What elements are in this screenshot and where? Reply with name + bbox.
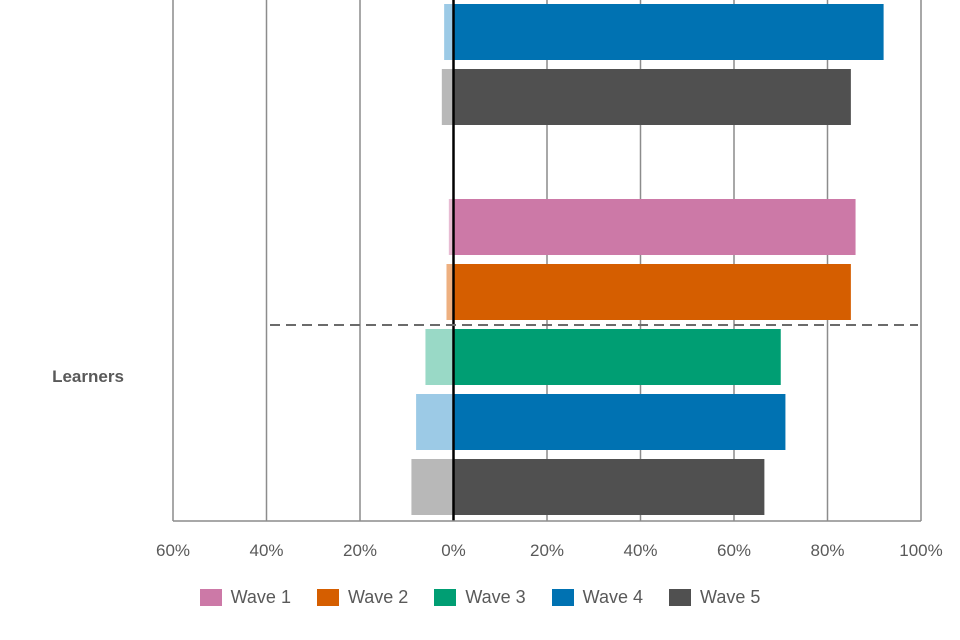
legend-swatch xyxy=(551,588,574,606)
legend-swatch xyxy=(199,588,222,606)
legend-label: Wave 4 xyxy=(582,586,644,607)
category-label-learners: Learners xyxy=(52,367,124,386)
legend-item: Wave 4 xyxy=(551,586,644,608)
x-tick-label: 40% xyxy=(623,541,657,560)
legend-label: Wave 5 xyxy=(700,586,761,607)
bar-positive xyxy=(453,69,851,125)
legend-item: Wave 3 xyxy=(434,586,526,608)
x-tick-label: 40% xyxy=(249,541,283,560)
legend: Wave 1 Wave 2 Wave 3 Wave 4 Wave 5 xyxy=(0,580,960,614)
diverging-bar-chart: 60% 40% 20% 0% 20% 40% 60% 80% 100% Learners xyxy=(52,0,943,560)
bar-positive xyxy=(453,199,856,255)
bar-negative xyxy=(425,329,454,385)
legend-label: Wave 3 xyxy=(465,586,526,607)
bars xyxy=(411,4,884,515)
bar-negative xyxy=(416,394,454,450)
x-tick-label: 20% xyxy=(343,541,377,560)
bar-negative xyxy=(446,264,454,320)
x-tick-label: 100% xyxy=(899,541,942,560)
legend-item: Wave 1 xyxy=(199,586,291,608)
legend-label: Wave 1 xyxy=(230,586,291,607)
bar-positive xyxy=(453,394,786,450)
bar-negative xyxy=(448,199,454,255)
bar-positive xyxy=(453,264,851,320)
bar-negative xyxy=(441,69,454,125)
x-tick-label: 80% xyxy=(810,541,844,560)
legend-swatch xyxy=(669,588,692,606)
bar-positive xyxy=(453,4,884,60)
bar-positive xyxy=(453,329,781,385)
x-tick-label: 0% xyxy=(441,541,466,560)
legend-item: Wave 2 xyxy=(316,586,409,608)
x-tick-label: 60% xyxy=(717,541,751,560)
legend-label: Wave 2 xyxy=(347,586,409,607)
legend-swatch xyxy=(434,588,457,606)
x-tick-label: 60% xyxy=(156,541,190,560)
legend-item: Wave 5 xyxy=(669,587,760,608)
x-tick-label: 20% xyxy=(530,541,564,560)
bar-negative xyxy=(444,4,454,60)
x-axis-tick-labels: 60% 40% 20% 0% 20% 40% 60% 80% 100% xyxy=(156,541,943,560)
legend-swatch xyxy=(316,588,339,606)
bar-negative xyxy=(411,459,454,515)
bar-positive xyxy=(453,459,765,515)
